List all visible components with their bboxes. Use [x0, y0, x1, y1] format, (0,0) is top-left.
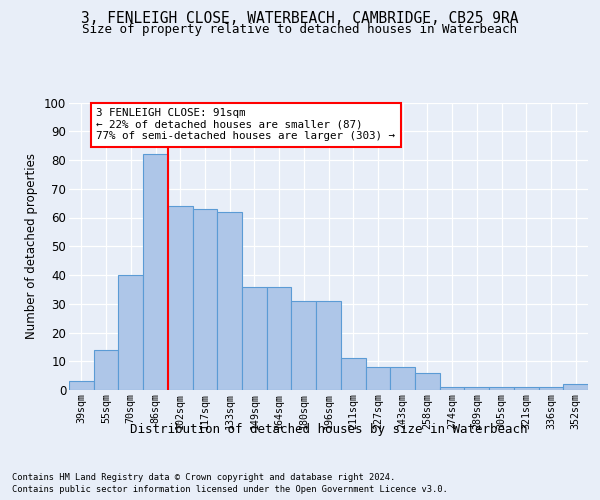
- Bar: [514, 387, 539, 390]
- Text: Distribution of detached houses by size in Waterbeach: Distribution of detached houses by size …: [130, 422, 527, 436]
- Bar: [415, 373, 440, 390]
- Text: Size of property relative to detached houses in Waterbeach: Size of property relative to detached ho…: [83, 22, 517, 36]
- Text: 3, FENLEIGH CLOSE, WATERBEACH, CAMBRIDGE, CB25 9RA: 3, FENLEIGH CLOSE, WATERBEACH, CAMBRIDGE…: [81, 11, 519, 26]
- Bar: [267, 286, 292, 390]
- Bar: [143, 154, 168, 390]
- Bar: [94, 350, 118, 390]
- Bar: [440, 387, 464, 390]
- Bar: [563, 384, 588, 390]
- Bar: [193, 209, 217, 390]
- Bar: [217, 212, 242, 390]
- Bar: [489, 387, 514, 390]
- Text: 3 FENLEIGH CLOSE: 91sqm
← 22% of detached houses are smaller (87)
77% of semi-de: 3 FENLEIGH CLOSE: 91sqm ← 22% of detache…: [96, 108, 395, 142]
- Bar: [341, 358, 365, 390]
- Bar: [390, 367, 415, 390]
- Bar: [118, 275, 143, 390]
- Bar: [242, 286, 267, 390]
- Bar: [464, 387, 489, 390]
- Bar: [365, 367, 390, 390]
- Text: Contains public sector information licensed under the Open Government Licence v3: Contains public sector information licen…: [12, 485, 448, 494]
- Bar: [168, 206, 193, 390]
- Y-axis label: Number of detached properties: Number of detached properties: [25, 153, 38, 340]
- Bar: [69, 382, 94, 390]
- Bar: [539, 387, 563, 390]
- Text: Contains HM Land Registry data © Crown copyright and database right 2024.: Contains HM Land Registry data © Crown c…: [12, 472, 395, 482]
- Bar: [292, 301, 316, 390]
- Bar: [316, 301, 341, 390]
